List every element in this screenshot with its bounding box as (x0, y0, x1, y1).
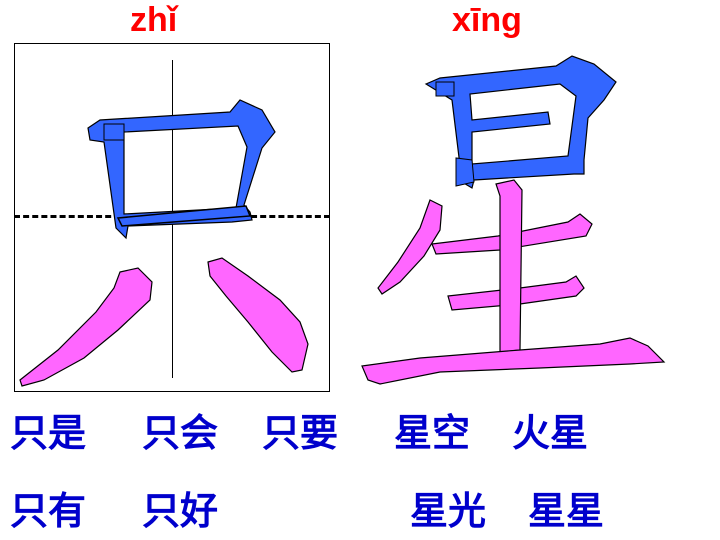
pinyin-xing: xīng (452, 1, 522, 39)
word-xingxing: 星星 (528, 489, 605, 533)
word-zhihao: 只好 (142, 489, 219, 533)
zhi-stroke-left-fall (19, 267, 153, 387)
word-zhiyao: 只要 (262, 411, 339, 455)
word-xingkong: 星空 (394, 411, 471, 455)
word-zhishi: 只是 (10, 411, 87, 455)
word-huoxing: 火星 (512, 411, 589, 455)
word-zhiyou: 只有 (10, 489, 87, 533)
word-zhihui: 只会 (142, 411, 219, 455)
xing-stroke-left-fall (377, 199, 443, 295)
xing-stroke-vertical (495, 179, 523, 353)
pinyin-zhi: zhǐ (130, 1, 178, 39)
zhi-stroke-right-dot (207, 257, 309, 373)
xing-stroke-bottom-horizontal (361, 337, 666, 385)
xing-stroke-sun (424, 55, 617, 189)
word-xingguang: 星光 (410, 489, 487, 533)
